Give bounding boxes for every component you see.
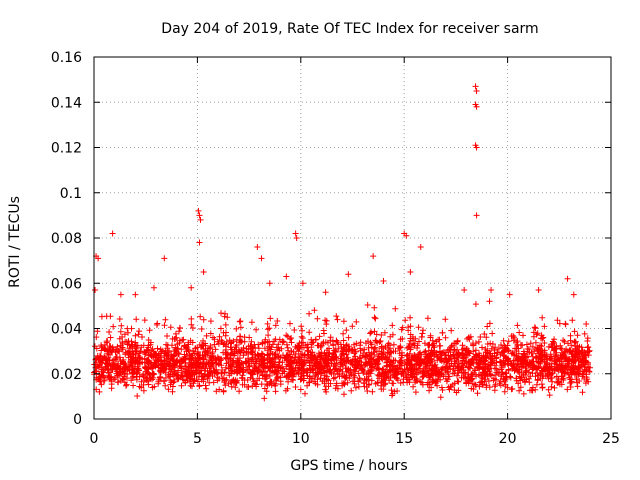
data-point: [488, 287, 495, 294]
y-tick-label: 0.1: [60, 186, 82, 202]
data-point: [150, 284, 157, 291]
x-tick-label: 25: [602, 431, 620, 447]
data-point: [473, 87, 480, 94]
data-point: [200, 268, 207, 275]
data-point: [196, 212, 203, 219]
y-tick-label: 0.16: [51, 50, 82, 66]
y-tick-label: 0.12: [51, 141, 82, 157]
data-point: [473, 212, 480, 219]
data-point: [293, 235, 300, 241]
data-point: [461, 287, 468, 294]
data-point: [117, 291, 124, 298]
data-point: [535, 287, 542, 294]
y-tick-label: 0.08: [51, 231, 82, 247]
tick-labels: 0 5 10 15 20 25 0 0.02 0.04 0.06 0.08 0.1 0.12 0.14 0.…: [51, 50, 620, 447]
data-point: [564, 275, 571, 282]
x-axis-label: GPS time / hours: [290, 458, 407, 474]
axes: [93, 56, 612, 420]
y-tick-label: 0.02: [51, 367, 82, 383]
data-point: [258, 255, 265, 262]
data-point: [197, 216, 204, 223]
data-point: [407, 268, 414, 275]
data-point: [283, 273, 290, 280]
data-point: [380, 277, 387, 284]
chart-title: Day 204 of 2019, Rate Of TEC Index for r…: [161, 21, 538, 37]
x-tick-label: 5: [193, 431, 202, 447]
x-tick-label: 20: [499, 431, 517, 447]
data-point: [188, 284, 195, 291]
data-point: [292, 230, 299, 237]
data-point: [570, 291, 577, 298]
x-tick-label: 15: [395, 431, 413, 447]
data-point: [95, 255, 102, 262]
data-point: [322, 289, 329, 296]
data-point: [370, 253, 377, 260]
data-point: [473, 144, 480, 151]
y-tick-label: 0: [73, 412, 82, 428]
dense-point-band: [91, 298, 593, 402]
data-point: [417, 244, 424, 251]
data-point: [506, 291, 513, 298]
data-point: [161, 255, 168, 262]
data-point: [345, 271, 352, 278]
data-point: [472, 83, 479, 90]
data-point: [132, 291, 139, 298]
data-point: [254, 244, 261, 251]
y-tick-label: 0.14: [51, 95, 82, 111]
y-tick-label: 0.06: [51, 276, 82, 292]
data-points: [91, 83, 593, 402]
x-tick-label: 10: [292, 431, 310, 447]
data-point: [92, 287, 99, 294]
y-axis-label: ROTI / TECUs: [7, 196, 23, 288]
plot-border: [93, 56, 612, 420]
data-point: [583, 320, 590, 327]
data-point: [109, 230, 116, 237]
data-point: [196, 239, 203, 246]
data-point: [266, 280, 273, 287]
data-point: [195, 207, 202, 214]
x-tick-label: 0: [90, 431, 99, 447]
data-point: [299, 280, 306, 287]
data-point: [403, 232, 410, 239]
y-tick-label: 0.04: [51, 322, 82, 338]
data-point: [473, 103, 480, 110]
grid-lines: [94, 57, 611, 419]
